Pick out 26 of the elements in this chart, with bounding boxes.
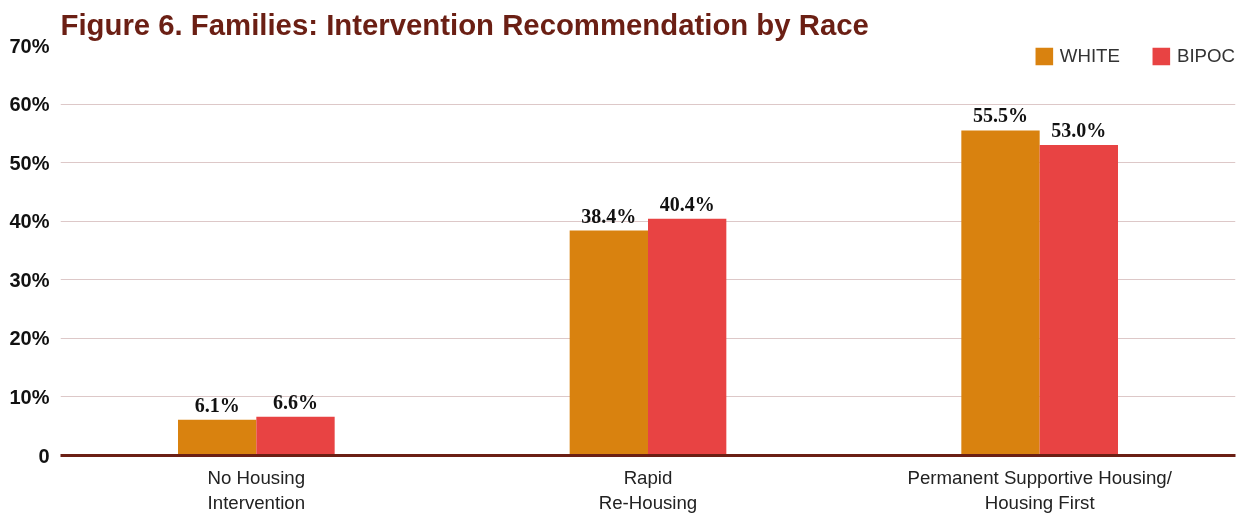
data-label: 6.1% [194,393,240,416]
y-tick-label: 0 [38,444,50,467]
y-tick-label: 10% [9,385,50,408]
y-tick-label: 40% [9,210,50,233]
x-tick-label: Rapid Re-Housing [598,466,698,513]
y-tick-label: 20% [9,327,50,350]
chart-title: Figure 6. Families: Intervention Recommendation by Race [60,7,869,41]
data-label: 38.4% [581,204,637,227]
bar [569,230,648,456]
legend-label: BIPOC [1176,45,1235,67]
bar [1039,145,1118,456]
legend-label: WHITE [1059,45,1120,67]
data-label: 40.4% [659,192,715,215]
data-label: 55.5% [973,104,1028,127]
data-label: 53.0% [1051,119,1107,142]
bar [256,416,335,456]
y-tick-label: 50% [9,151,50,174]
y-tick-label: 60% [9,93,50,116]
bar [648,218,727,456]
bar [178,419,257,456]
x-tick-label: Permanent Supportive Housing/ Housing First [907,466,1173,513]
data-label: 6.6% [273,390,318,413]
y-tick-label: 30% [9,268,50,291]
x-tick-label: No Housing Intervention [207,466,306,513]
bar [961,130,1040,456]
y-tick-label: 70% [9,34,50,57]
